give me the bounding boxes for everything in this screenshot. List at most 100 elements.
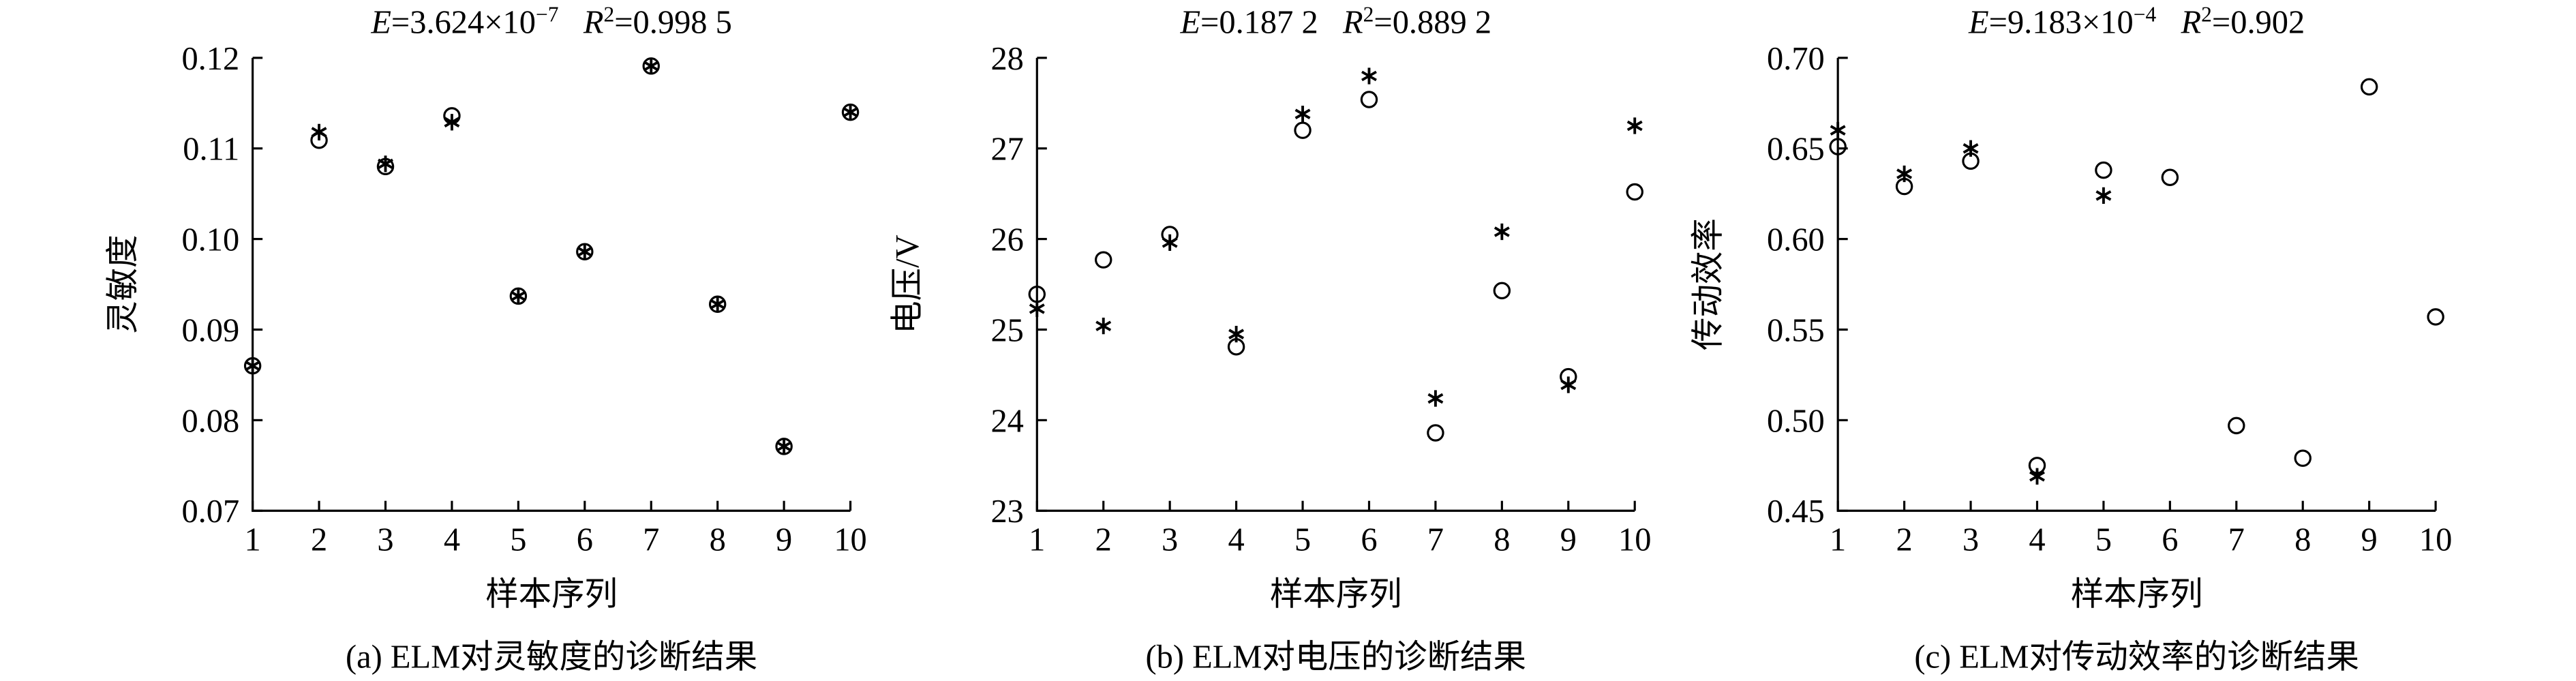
point-star [1896, 165, 1913, 183]
x-tick-label: 9 [2361, 521, 2378, 558]
point-star [1162, 234, 1178, 252]
annotation-part: E [1179, 4, 1200, 40]
annotation-part: −4 [2134, 2, 2157, 26]
annotation-part: E [1968, 4, 1989, 40]
x-tick-label: 7 [643, 521, 659, 558]
y-tick-label: 0.08 [181, 403, 239, 439]
x-tick-label: 10 [1618, 521, 1651, 558]
x-tick-label: 8 [710, 521, 726, 558]
y-tick-label: 24 [990, 403, 1023, 439]
annotation-part: R [2156, 4, 2201, 40]
y-tick-label: 26 [990, 222, 1023, 258]
y-tick-label: 25 [990, 312, 1023, 348]
point-circle [2228, 417, 2245, 435]
point-circle [2095, 161, 2112, 179]
annotation: E=0.187 2 R2=0.889 2 [1179, 2, 1491, 41]
x-tick-label: 4 [2029, 521, 2045, 558]
x-tick-label: 7 [2228, 521, 2245, 558]
point-star [510, 288, 526, 305]
caption: (b) ELM对电压的诊断结果 [1146, 639, 1526, 676]
point-star [1095, 318, 1112, 335]
point-circle [1294, 121, 1312, 139]
x-tick-label: 2 [311, 521, 327, 558]
point-star [444, 114, 460, 131]
point-circle [1427, 424, 1444, 442]
x-tick-label: 5 [2095, 521, 2112, 558]
annotation-part: 2 [603, 2, 614, 26]
x-tick-label: 3 [377, 521, 393, 558]
point-star [245, 357, 261, 374]
point-star [1427, 390, 1444, 407]
y-tick-label: 28 [990, 41, 1023, 77]
point-star [378, 155, 393, 172]
point-star [1626, 117, 1643, 134]
annotation-part: =0.902 [2212, 4, 2305, 40]
y-axis-label: 传动效率 [1691, 218, 1727, 350]
x-tick-label: 1 [1830, 521, 1846, 558]
x-tick-label: 10 [2419, 521, 2452, 558]
annotation: E=3.624×10−7 R2=0.998 5 [370, 2, 732, 41]
x-tick-label: 5 [510, 521, 526, 558]
point-circle [1829, 138, 1847, 155]
point-circle [1360, 91, 1378, 108]
y-tick-label: 0.09 [181, 312, 239, 348]
point-star [843, 104, 859, 121]
axis-line [1836, 57, 2436, 512]
x-axis-label: 样本序列 [2071, 576, 2203, 612]
annotation-part: =0.889 2 [1374, 4, 1491, 40]
x-tick-label: 4 [444, 521, 460, 558]
point-circle [2294, 449, 2312, 467]
x-tick-label: 7 [1427, 521, 1444, 558]
x-tick-label: 9 [776, 521, 792, 558]
axis-line [1035, 57, 1635, 512]
x-axis-label: 样本序列 [485, 576, 618, 612]
annotation-part: =3.624×10 [391, 4, 536, 40]
point-star [1560, 376, 1577, 393]
caption: (a) ELM对灵敏度的诊断结果 [346, 639, 757, 676]
point-star [1830, 122, 1846, 139]
x-tick-label: 1 [245, 521, 261, 558]
point-star [776, 438, 792, 455]
y-tick-label: 0.12 [181, 41, 239, 77]
annotation: E=9.183×10−4 R2=0.902 [1968, 2, 2305, 41]
point-star [1361, 67, 1377, 85]
y-tick-label: 0.60 [1767, 222, 1825, 258]
point-star [710, 296, 726, 313]
annotation-part: R [559, 4, 604, 40]
annotation-part: E [370, 4, 391, 40]
x-tick-label: 4 [1228, 521, 1244, 558]
point-circle [1493, 282, 1511, 300]
x-tick-label: 3 [1162, 521, 1178, 558]
annotation-part: =0.187 2 [1200, 4, 1343, 40]
annotation-part: =9.183×10 [1989, 4, 2134, 40]
point-star [1963, 140, 1979, 157]
y-tick-label: 0.55 [1767, 312, 1825, 348]
y-tick-label: 0.11 [183, 132, 239, 168]
annotation-part: R [1342, 4, 1363, 40]
x-tick-label: 6 [577, 521, 593, 558]
annotation-part: 2 [1363, 2, 1374, 26]
x-tick-label: 1 [1029, 521, 1045, 558]
y-axis-label: 灵敏度 [105, 234, 141, 333]
y-tick-label: 23 [990, 494, 1023, 530]
y-tick-label: 0.70 [1767, 41, 1825, 77]
y-tick-label: 0.65 [1767, 132, 1825, 168]
point-circle [1095, 251, 1112, 269]
annotation-part: 2 [2201, 2, 2212, 26]
point-star [1228, 326, 1245, 343]
x-tick-label: 8 [2294, 521, 2311, 558]
point-circle [2360, 78, 2378, 96]
x-tick-label: 3 [1963, 521, 1979, 558]
point-star [2095, 187, 2112, 204]
y-tick-label: 0.50 [1767, 403, 1825, 439]
point-star [577, 243, 593, 260]
annotation-part: −7 [536, 2, 558, 26]
point-star [2029, 468, 2045, 485]
point-star [1294, 106, 1311, 123]
y-tick-label: 0.07 [181, 494, 239, 530]
point-circle [2161, 168, 2179, 186]
caption: (c) ELM对传动效率的诊断结果 [1914, 639, 2359, 676]
point-circle [2427, 308, 2444, 326]
y-tick-label: 27 [990, 132, 1023, 168]
point-star [311, 123, 327, 140]
